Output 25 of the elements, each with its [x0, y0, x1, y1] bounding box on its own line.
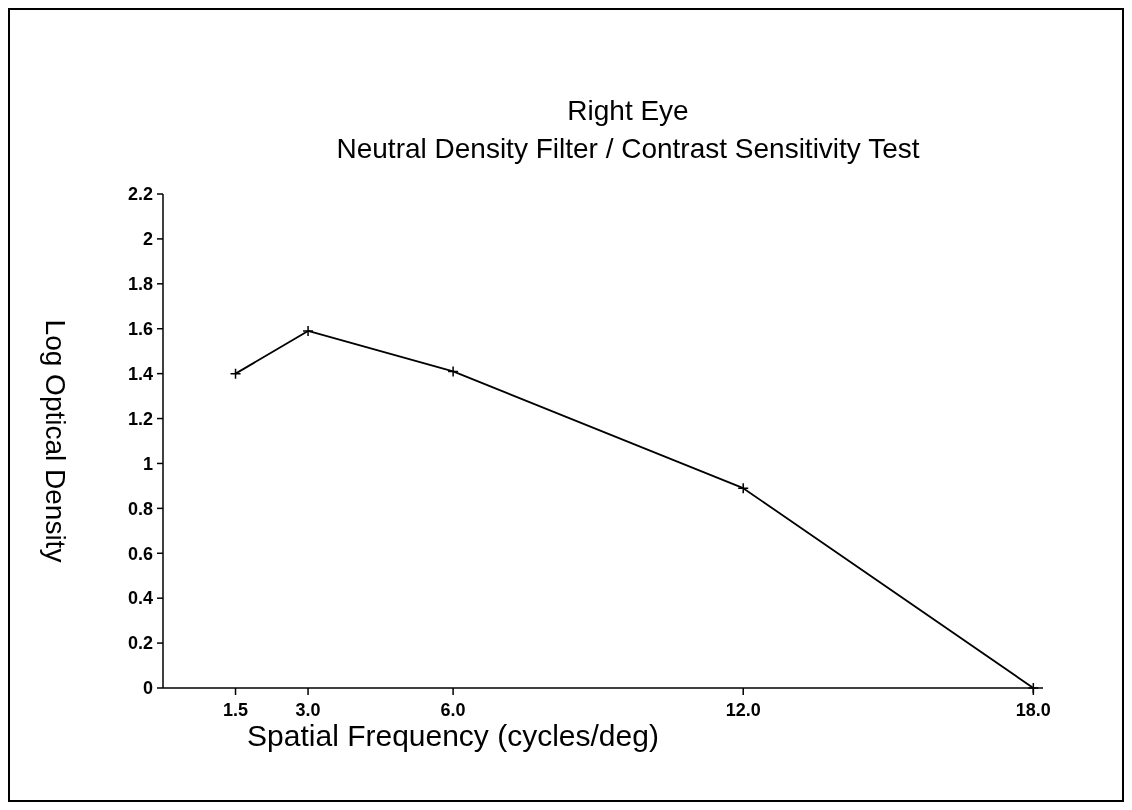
point [447, 365, 459, 378]
chart-subtitle: Neutral Density Filter / Contrast Sensitivity Test [336, 133, 920, 164]
y-tick-label: 0.6 [127, 543, 153, 564]
y-tick-label: 1.8 [127, 274, 153, 295]
x-tick-label: 1.5 [223, 700, 249, 720]
y-tick-label: 1.6 [127, 319, 153, 340]
y-tick-label: 0.2 [127, 633, 153, 654]
x-tick-label: 12.0 [725, 700, 761, 720]
y-tick-label: 1 [142, 453, 153, 474]
chart-title: Right Eye [567, 95, 689, 126]
y-tick-label: 0.4 [127, 588, 153, 609]
y-tick-label: 2.2 [127, 184, 153, 205]
x-tick-label: 3.0 [295, 700, 321, 720]
y-tick-label: 2 [142, 229, 153, 250]
y-tick-label: 0.8 [127, 498, 153, 519]
point [737, 482, 749, 494]
x-tick-label: 18.0 [1015, 700, 1051, 720]
x-axis-title: Spatial Frequency (cycles/deg) [247, 719, 659, 752]
x-tick-label: 6.0 [440, 700, 466, 720]
point [229, 367, 242, 380]
y-tick-label: 1.4 [127, 363, 153, 384]
y-tick-label: 1.2 [127, 408, 153, 429]
y-axis-title: Log Optical Density [40, 319, 71, 563]
point [302, 325, 314, 337]
y-tick-label: 0 [142, 678, 153, 699]
